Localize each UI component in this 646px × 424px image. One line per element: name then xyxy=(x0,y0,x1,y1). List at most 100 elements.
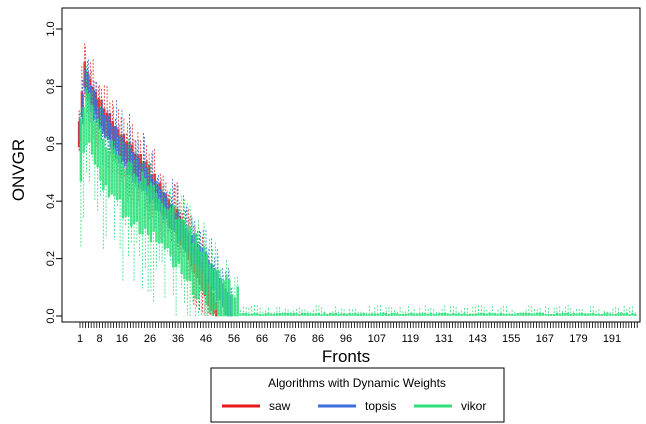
box-mark xyxy=(530,306,533,316)
box-mark xyxy=(485,309,489,316)
box-mark xyxy=(85,65,88,173)
box-mark xyxy=(513,311,517,316)
box-mark xyxy=(550,314,553,316)
box-mark xyxy=(480,305,483,316)
box-mark xyxy=(205,246,209,316)
box-mark xyxy=(440,309,444,316)
box-mark xyxy=(113,141,116,240)
y-axis-title: ONVGR xyxy=(9,139,28,201)
box-mark xyxy=(194,226,197,316)
box-mark xyxy=(244,307,248,316)
box-mark xyxy=(272,311,276,316)
box-mark xyxy=(202,222,206,316)
box-mark xyxy=(438,312,441,316)
box-mark xyxy=(561,311,564,316)
box-mark xyxy=(362,312,365,316)
box-mark xyxy=(253,305,256,316)
box-mark xyxy=(600,313,603,316)
box-mark xyxy=(384,307,388,316)
box-mark xyxy=(328,312,332,316)
x-tick-label: 167 xyxy=(536,333,554,345)
box-mark xyxy=(166,190,169,255)
box-mark xyxy=(634,312,637,316)
box-mark xyxy=(477,305,480,316)
box-mark xyxy=(407,305,410,316)
box-mark xyxy=(211,249,214,316)
box-mark xyxy=(625,308,629,316)
box-mark xyxy=(107,141,111,199)
box-mark xyxy=(138,169,141,257)
box-mark xyxy=(149,163,153,292)
box-mark xyxy=(337,311,340,316)
box-mark xyxy=(146,163,150,293)
box-mark xyxy=(200,242,203,316)
legend-label-vikor: vikor xyxy=(461,399,486,413)
box-mark xyxy=(401,311,405,316)
box-mark xyxy=(533,309,536,316)
box-mark xyxy=(631,306,634,316)
box-mark xyxy=(429,307,433,316)
box-mark xyxy=(603,311,606,316)
box-mark xyxy=(118,134,122,250)
box-mark xyxy=(622,306,626,316)
box-mark xyxy=(474,306,477,316)
box-mark xyxy=(183,199,186,305)
box-mark xyxy=(309,312,312,316)
x-tick-label: 36 xyxy=(172,333,184,345)
plot-layer xyxy=(77,43,637,317)
box-mark xyxy=(617,308,620,316)
x-tick-label: 1 xyxy=(77,333,83,345)
box-mark xyxy=(90,89,94,161)
x-tick-label: 8 xyxy=(97,333,103,345)
plot-frame xyxy=(61,7,641,323)
x-tick-label: 96 xyxy=(340,333,352,345)
box-mark xyxy=(222,274,225,317)
box-mark xyxy=(326,314,329,316)
box-mark xyxy=(592,306,595,316)
box-mark xyxy=(606,311,609,316)
box-mark xyxy=(295,308,298,316)
box-mark xyxy=(141,161,144,289)
box-mark xyxy=(256,305,259,316)
box-mark xyxy=(191,222,195,302)
box-mark xyxy=(230,287,234,317)
box-mark xyxy=(608,312,612,316)
box-mark xyxy=(242,306,245,316)
box-mark xyxy=(586,313,589,316)
box-mark xyxy=(368,305,371,316)
box-mark xyxy=(494,312,497,316)
box-mark xyxy=(415,312,419,316)
box-mark xyxy=(482,306,486,316)
box-mark xyxy=(376,305,379,316)
box-mark xyxy=(188,205,192,316)
box-mark xyxy=(281,312,284,316)
box-mark xyxy=(236,276,239,317)
box-mark xyxy=(365,312,368,316)
box-mark xyxy=(508,312,511,316)
box-mark xyxy=(264,310,267,316)
legend: Algorithms with Dynamic Weights saw tops… xyxy=(210,367,505,423)
box-mark xyxy=(312,310,315,316)
box-mark xyxy=(82,85,85,218)
y-tick-label: 1.0 xyxy=(45,21,57,36)
x-tick-label: 143 xyxy=(468,333,486,345)
legend-title: Algorithms with Dynamic Weights xyxy=(268,376,446,390)
box-mark xyxy=(524,309,528,316)
series-vikor xyxy=(79,65,637,317)
box-mark xyxy=(418,308,421,316)
box-mark xyxy=(396,311,399,316)
box-mark xyxy=(552,307,556,316)
y-tick-label: 0.8 xyxy=(45,79,57,94)
box-mark xyxy=(314,305,318,316)
legend-label-topsis: topsis xyxy=(365,399,396,413)
x-tick-label: 56 xyxy=(228,333,240,345)
y-tick-label: 0.4 xyxy=(45,194,57,209)
box-mark xyxy=(597,309,601,316)
box-mark xyxy=(620,312,623,316)
box-mark xyxy=(258,307,262,316)
box-mark xyxy=(443,305,447,316)
box-mark xyxy=(578,308,581,316)
box-mark xyxy=(342,309,346,316)
box-mark xyxy=(348,308,351,316)
